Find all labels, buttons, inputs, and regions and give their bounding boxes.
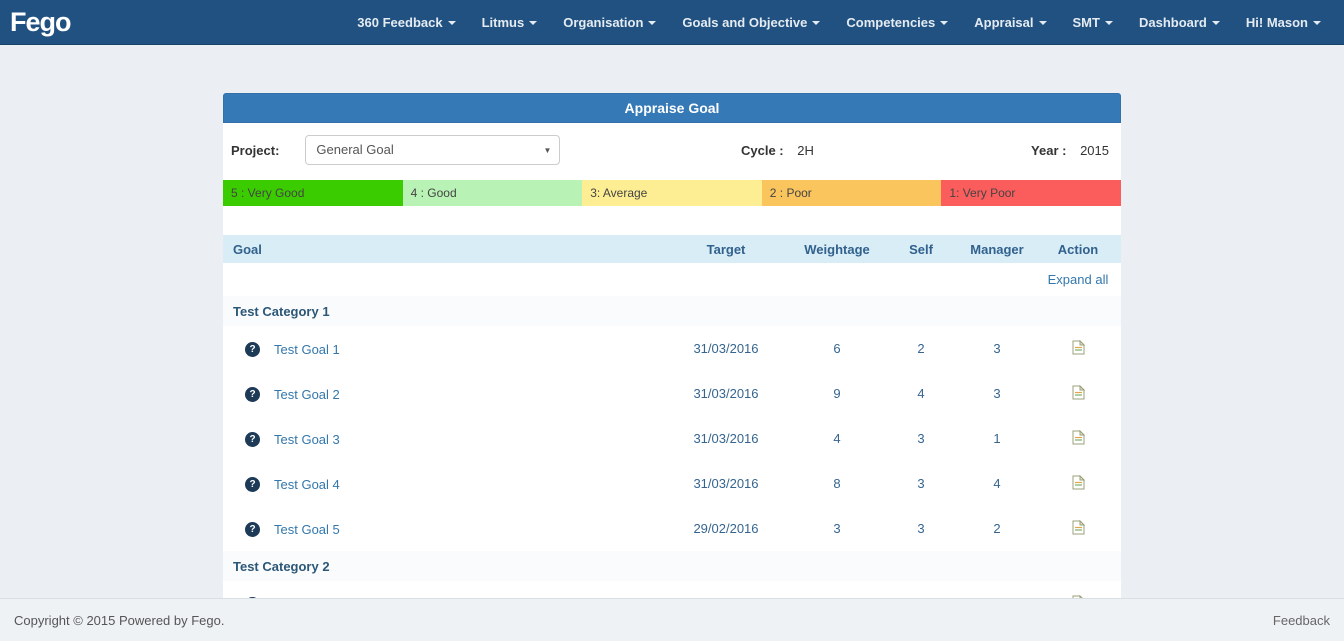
- col-header-target: Target: [661, 235, 791, 263]
- rating-legend: 5 : Very Good 4 : Good 3: Average 2 : Po…: [223, 180, 1121, 206]
- manager-cell: 4: [993, 476, 1001, 491]
- expand-all-link[interactable]: Expand all: [1047, 272, 1109, 287]
- filter-row: Project: General Goal ▼ Cycle : 2H Year …: [223, 123, 1121, 177]
- chevron-down-icon: [1104, 21, 1113, 26]
- legend-segment-1-very-poor: 1: Very Poor: [941, 180, 1121, 206]
- help-icon[interactable]: ?: [245, 431, 260, 447]
- document-icon[interactable]: [1072, 384, 1085, 400]
- col-header-self: Self: [883, 235, 959, 263]
- project-select-value: General Goal: [316, 142, 394, 157]
- cycle-value: 2H: [797, 142, 814, 158]
- self-cell: 2: [917, 341, 925, 356]
- document-icon[interactable]: [1072, 519, 1085, 535]
- target-cell: 31/03/2016: [693, 386, 759, 401]
- col-header-action: Action: [1035, 235, 1121, 263]
- manager-cell: 2: [993, 521, 1001, 536]
- nav-item-organisation[interactable]: Organisation: [550, 0, 669, 45]
- target-cell: 31/03/2016: [693, 341, 759, 356]
- top-navbar: Fego 360 Feedback Litmus Organisation Go…: [0, 0, 1344, 45]
- table-row: ? Test Goal 4 31/03/2016 8 3 4: [223, 461, 1121, 506]
- table-row: ? Test Goal 1 31/03/2016 6 2 3: [223, 326, 1121, 371]
- year-label: Year :: [1031, 142, 1067, 158]
- manager-cell: 1: [993, 431, 1001, 446]
- goal-link[interactable]: Test Goal 5: [274, 521, 340, 537]
- weightage-cell: 4: [833, 431, 841, 446]
- nav-item-competencies[interactable]: Competencies: [833, 0, 961, 45]
- category-row: Test Category 2: [223, 551, 1121, 581]
- chevron-down-icon: [447, 21, 456, 26]
- weightage-cell: 9: [833, 386, 841, 401]
- chevron-down-icon: [1038, 21, 1047, 26]
- target-cell: 31/03/2016: [693, 431, 759, 446]
- table-header-row: Goal Target Weightage Self Manager Actio…: [223, 235, 1121, 263]
- weightage-cell: 3: [833, 521, 841, 536]
- help-icon[interactable]: ?: [245, 386, 260, 402]
- legend-segment-3-average: 3: Average: [582, 180, 762, 206]
- footer: Copyright © 2015 Powered by Fego. Feedba…: [0, 598, 1344, 641]
- self-cell: 3: [917, 521, 925, 536]
- select-caret-icon: ▼: [543, 146, 552, 155]
- chevron-down-icon: [529, 21, 538, 26]
- document-icon[interactable]: [1072, 339, 1085, 355]
- cycle-label: Cycle :: [741, 142, 784, 158]
- nav-item-smt[interactable]: SMT: [1060, 0, 1126, 45]
- nav-item-appraisal[interactable]: Appraisal: [961, 0, 1059, 45]
- legend-segment-5-very-good: 5 : Very Good: [223, 180, 403, 206]
- nav-item-dashboard[interactable]: Dashboard: [1126, 0, 1233, 45]
- brand-logo[interactable]: Fego: [10, 6, 71, 37]
- weightage-cell: 6: [833, 341, 841, 356]
- panel-body: Project: General Goal ▼ Cycle : 2H Year …: [223, 123, 1121, 626]
- target-cell: 31/03/2016: [693, 476, 759, 491]
- table-row: ? Test Goal 2 31/03/2016 9 4 3: [223, 371, 1121, 416]
- feedback-link[interactable]: Feedback: [1272, 612, 1330, 628]
- self-cell: 4: [917, 386, 925, 401]
- chevron-down-icon: [812, 21, 821, 26]
- chevron-down-icon: [648, 21, 657, 26]
- document-icon[interactable]: [1072, 429, 1085, 445]
- panel-title: Appraise Goal: [223, 93, 1121, 123]
- goal-link[interactable]: Test Goal 2: [274, 386, 340, 402]
- target-cell: 29/02/2016: [693, 521, 759, 536]
- chevron-down-icon: [1211, 21, 1220, 26]
- chevron-down-icon: [940, 21, 949, 26]
- manager-cell: 3: [993, 341, 1001, 356]
- appraise-goal-panel: Appraise Goal Project: General Goal ▼ Cy…: [223, 93, 1121, 626]
- nav-menu: 360 Feedback Litmus Organisation Goals a…: [344, 0, 1334, 45]
- help-icon[interactable]: ?: [245, 476, 260, 492]
- self-cell: 3: [917, 476, 925, 491]
- copyright-text: Copyright © 2015 Powered by Fego.: [14, 612, 225, 628]
- col-header-goal: Goal: [223, 235, 661, 263]
- nav-item-goals-and-objective[interactable]: Goals and Objective: [669, 0, 833, 45]
- goals-table: Goal Target Weightage Self Manager Actio…: [223, 235, 1121, 626]
- col-header-weightage: Weightage: [791, 235, 883, 263]
- self-cell: 3: [917, 431, 925, 446]
- table-row: ? Test Goal 3 31/03/2016 4 3 1: [223, 416, 1121, 461]
- category-label: Test Category 1: [223, 296, 1121, 326]
- weightage-cell: 8: [833, 476, 841, 491]
- chevron-down-icon: [1313, 21, 1321, 26]
- category-row: Test Category 1: [223, 296, 1121, 326]
- help-icon[interactable]: ?: [245, 341, 260, 357]
- legend-segment-4-good: 4 : Good: [402, 180, 583, 206]
- nav-item-hi-mason[interactable]: Hi! Mason: [1233, 0, 1334, 45]
- nav-item-360-feedback[interactable]: 360 Feedback: [344, 0, 468, 45]
- manager-cell: 3: [993, 386, 1001, 401]
- goal-link[interactable]: Test Goal 1: [274, 341, 340, 357]
- col-header-manager: Manager: [959, 235, 1035, 263]
- goal-link[interactable]: Test Goal 3: [274, 431, 340, 447]
- expand-all-row: Expand all: [223, 263, 1121, 296]
- goal-link[interactable]: Test Goal 4: [274, 476, 340, 492]
- category-label: Test Category 2: [223, 551, 1121, 581]
- help-icon[interactable]: ?: [245, 521, 260, 537]
- project-label: Project:: [231, 142, 280, 158]
- nav-item-litmus[interactable]: Litmus: [469, 0, 551, 45]
- year-value: 2015: [1080, 142, 1109, 158]
- table-row: ? Test Goal 5 29/02/2016 3 3 2: [223, 506, 1121, 551]
- project-select[interactable]: General Goal ▼: [305, 135, 561, 165]
- document-icon[interactable]: [1072, 474, 1085, 490]
- legend-segment-2-poor: 2 : Poor: [761, 180, 942, 206]
